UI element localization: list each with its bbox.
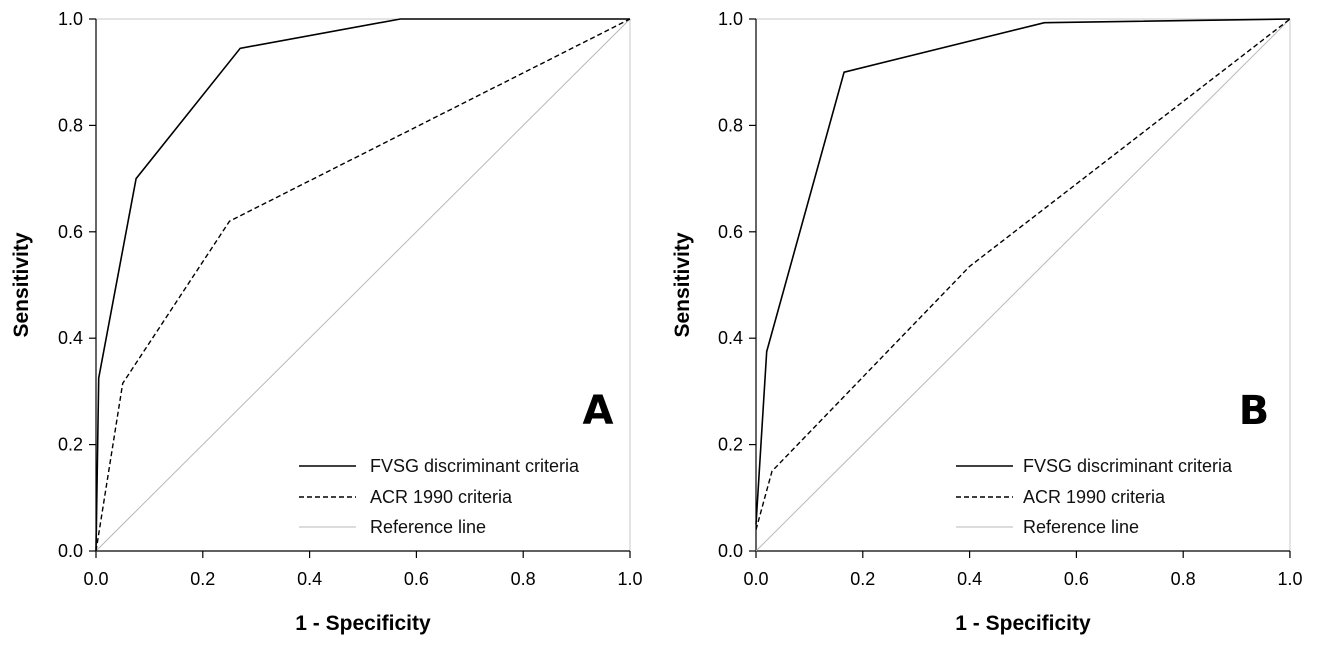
y-tick-label: 0.2: [58, 435, 83, 455]
x-tick-label: 0.6: [404, 569, 429, 589]
x-tick-label: 0.8: [1171, 569, 1196, 589]
legend-label: ACR 1990 criteria: [1023, 487, 1166, 507]
series-line-reference-line: [95, 18, 631, 552]
x-tick-label: 0.8: [511, 569, 536, 589]
panel-label: B: [1239, 388, 1270, 434]
series-line-fvsg-discriminant-criteria: [95, 18, 630, 552]
series-line-acr-1990-criteria: [755, 18, 1291, 530]
series-line-fvsg-discriminant-criteria: [755, 18, 1291, 525]
x-tick-label: 0.2: [190, 569, 215, 589]
y-tick-label: 0.0: [58, 541, 83, 561]
y-tick-label: 0.0: [718, 541, 743, 561]
y-axis-title: Sensitivity: [671, 232, 694, 337]
roc-panel-a: 0.0 0.2 0.4 0.6 0.8 1.0 0.0 0.2 0.4 0.6 0.8 1.0 1 - …: [10, 9, 643, 635]
x-tick-label: 0.0: [83, 569, 108, 589]
x-tick-label: 0.6: [1064, 569, 1089, 589]
y-tick-label: 0.2: [718, 435, 743, 455]
x-tick-label: 0.4: [957, 569, 982, 589]
legend-label: Reference line: [1023, 517, 1139, 537]
y-tick-label: 0.4: [58, 328, 83, 348]
panel-label: A: [583, 388, 614, 434]
y-tick-label: 0.4: [718, 328, 743, 348]
legend-label: Reference line: [370, 517, 486, 537]
legend: FVSG discriminant criteria ACR 1990 crite…: [956, 456, 1233, 537]
legend-label: FVSG discriminant criteria: [370, 456, 580, 476]
roc-panel-b: 0.0 0.2 0.4 0.6 0.8 1.0 0.0 0.2 0.4 0.6 0.8 1.0 1 - …: [671, 9, 1303, 635]
series-line-acr-1990-criteria: [95, 18, 631, 552]
y-tick-label: 1.0: [718, 9, 743, 29]
y-tick-label: 0.6: [58, 222, 83, 242]
legend-label: ACR 1990 criteria: [370, 487, 513, 507]
x-tick-label: 1.0: [617, 569, 642, 589]
legend: FVSG discriminant criteria ACR 1990 crite…: [299, 456, 580, 537]
x-tick-label: 1.0: [1277, 569, 1302, 589]
x-axis-title: 1 - Specificity: [295, 612, 431, 635]
y-tick-label: 0.8: [58, 115, 83, 135]
x-tick-label: 0.0: [743, 569, 768, 589]
y-tick-label: 0.6: [718, 222, 743, 242]
y-tick-label: 0.8: [718, 115, 743, 135]
x-tick-label: 0.4: [297, 569, 322, 589]
legend-label: FVSG discriminant criteria: [1023, 456, 1233, 476]
x-axis-title: 1 - Specificity: [955, 612, 1091, 635]
x-tick-label: 0.2: [850, 569, 875, 589]
y-tick-label: 1.0: [58, 9, 83, 29]
series-line-reference-line: [755, 18, 1291, 552]
y-axis-title: Sensitivity: [10, 232, 33, 337]
